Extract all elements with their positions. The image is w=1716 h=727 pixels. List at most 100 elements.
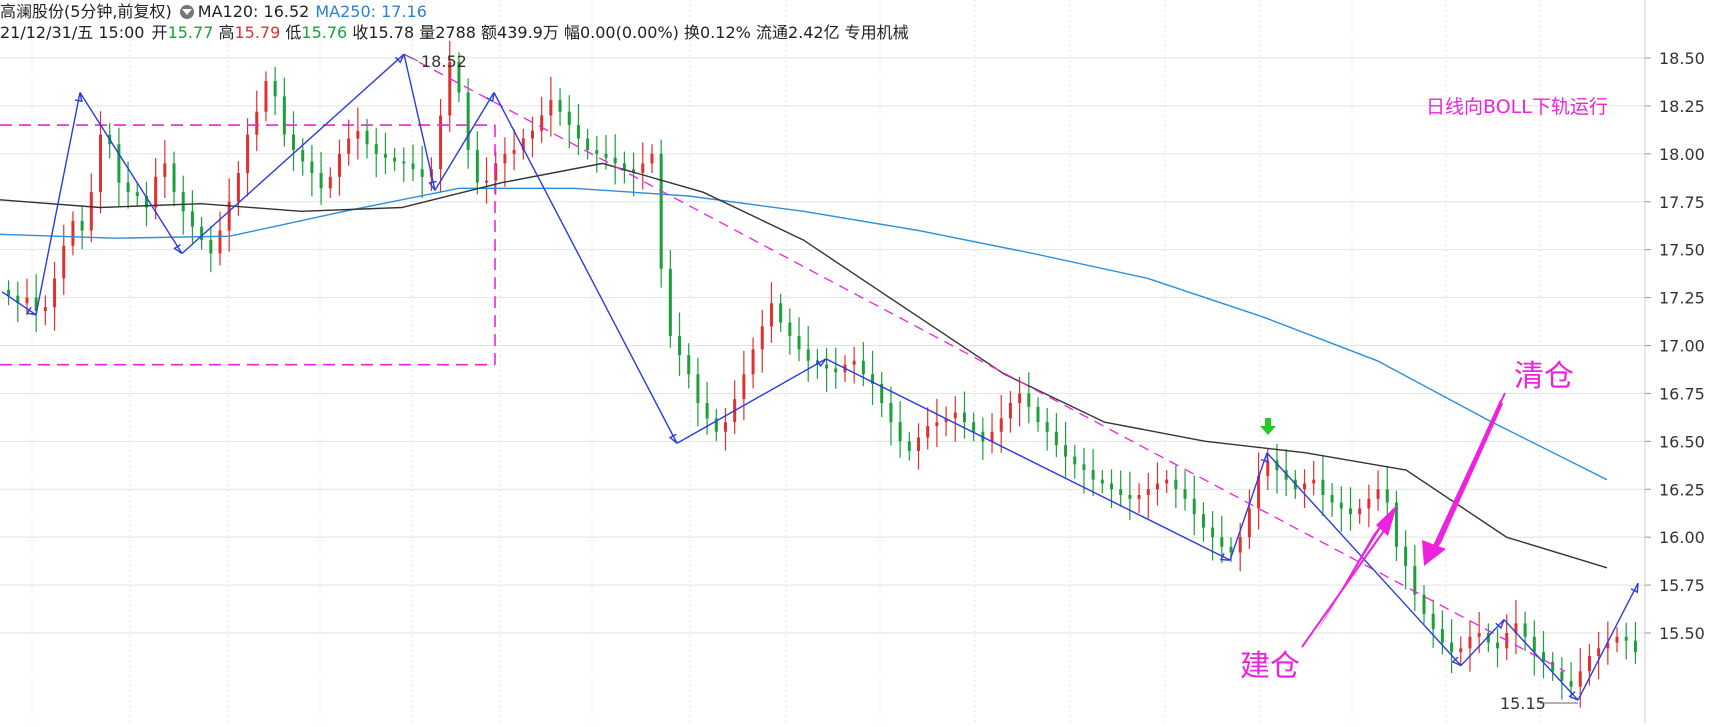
candle-body — [1551, 661, 1555, 672]
candle-body — [117, 144, 121, 183]
clear-arrow-body — [1428, 400, 1503, 560]
candle-body — [1606, 642, 1610, 649]
turnover-text: 换0.12% — [684, 23, 751, 42]
y-tick-label: 17.75 — [1659, 193, 1705, 212]
candle-body — [301, 150, 305, 162]
candle-body — [1036, 406, 1040, 423]
candle-body — [760, 326, 764, 350]
high-label: 高 — [218, 23, 235, 42]
candle-body — [420, 169, 424, 177]
zigzag-arrowhead — [1219, 552, 1231, 561]
downtrend-line — [403, 53, 1566, 672]
visibility-toggle-icon[interactable] — [179, 5, 194, 19]
candle-body — [1054, 431, 1058, 446]
zigzag-arrowhead — [816, 358, 827, 368]
candle-body — [374, 144, 378, 154]
zigzag-arrowhead — [1630, 583, 1639, 594]
candle-body — [89, 192, 93, 231]
candle-body — [255, 111, 259, 135]
zigzag-segment — [1460, 619, 1505, 667]
candle-body — [393, 157, 397, 162]
candle-body — [43, 307, 47, 311]
candle-body — [1330, 495, 1334, 503]
candle-body — [411, 163, 415, 170]
candle-body — [1312, 479, 1316, 484]
candle-body — [1578, 671, 1582, 687]
candle-body — [1394, 502, 1398, 547]
candle-body — [1027, 393, 1031, 407]
candle-body — [1091, 470, 1095, 480]
zigzag-layer — [1, 53, 1639, 701]
candle-body — [466, 92, 470, 150]
candle-body — [806, 349, 810, 361]
zigzag-arrowhead — [668, 433, 678, 444]
candle-body — [227, 201, 231, 231]
candle-body — [1376, 489, 1380, 499]
consolidation-box — [0, 124, 496, 366]
candle-body — [1615, 636, 1619, 643]
candle-body — [512, 150, 516, 154]
candle-body — [797, 335, 801, 350]
zigzag-arrowhead — [26, 306, 37, 316]
high-value: 15.79 — [234, 23, 281, 42]
stock-name: 高澜股份(5分钟,前复权) — [0, 2, 172, 21]
candle-body — [999, 418, 1003, 432]
candle-body — [1532, 636, 1536, 653]
candle-body — [1422, 594, 1426, 614]
candle-body — [1073, 456, 1077, 465]
candle-body — [34, 297, 38, 311]
zigzag-segment — [35, 92, 81, 315]
zigzag-arrowhead — [394, 53, 405, 64]
candle-body — [953, 412, 957, 419]
candle-body — [641, 163, 645, 173]
candle-body — [595, 150, 599, 154]
candle-body — [485, 180, 489, 183]
candle-body — [503, 153, 507, 164]
candle-body — [200, 226, 204, 241]
candle-body — [273, 81, 277, 97]
candle-body — [163, 163, 167, 177]
zigzag-arrowhead — [1495, 619, 1505, 630]
candle-body — [1082, 464, 1086, 471]
candle-body — [880, 383, 884, 403]
candle-body — [1257, 475, 1261, 509]
candle-body — [310, 161, 314, 173]
candle-body — [871, 374, 875, 384]
y-tick-label: 18.50 — [1659, 49, 1705, 68]
open-label: 开 — [151, 23, 168, 42]
candle-body — [1560, 671, 1564, 681]
build-arrow-body — [1318, 508, 1393, 630]
candle-body — [1155, 483, 1159, 490]
annotation-layer: 日线向BOLL下轨运行 建仓 清仓 18.52 15.15 — [403, 52, 1608, 713]
candle-body — [558, 100, 562, 112]
amount-text: 额439.9万 — [481, 23, 559, 42]
candle-body — [1569, 680, 1573, 687]
candle-body — [1541, 652, 1545, 662]
zigzag-segment — [403, 54, 436, 191]
price-axis: 18.50 18.25 18.00 17.75 17.50 17.25 17.00 16.75… — [1645, 49, 1705, 643]
candle-body — [1459, 648, 1463, 653]
sector-text: 专用机械 — [844, 23, 909, 42]
candle-body — [1284, 470, 1288, 480]
candle-body — [540, 115, 544, 131]
y-tick-label: 15.75 — [1659, 576, 1705, 595]
candle-body — [71, 220, 75, 246]
candle-body — [935, 422, 939, 426]
candle-body — [1404, 546, 1408, 566]
candle-body — [126, 182, 130, 193]
candle-body — [475, 150, 479, 183]
zigzag-segment — [1229, 452, 1268, 561]
candle-body — [1468, 636, 1472, 649]
zigzag-segment — [181, 53, 405, 255]
candle-body — [246, 134, 250, 173]
low-value: 15.76 — [301, 23, 348, 42]
candle-body — [714, 418, 718, 432]
build-arrow-head — [1376, 505, 1397, 536]
candle-body — [181, 192, 185, 212]
candle-body — [448, 61, 452, 116]
candle-body — [1339, 502, 1343, 509]
volume-text: 量2788 — [419, 23, 476, 42]
candle-body — [1100, 479, 1104, 484]
header-line-1: 高澜股份(5分钟,前复权) MA120: 16.52 MA250: 17.16 — [0, 2, 427, 22]
candle-body — [604, 153, 608, 158]
